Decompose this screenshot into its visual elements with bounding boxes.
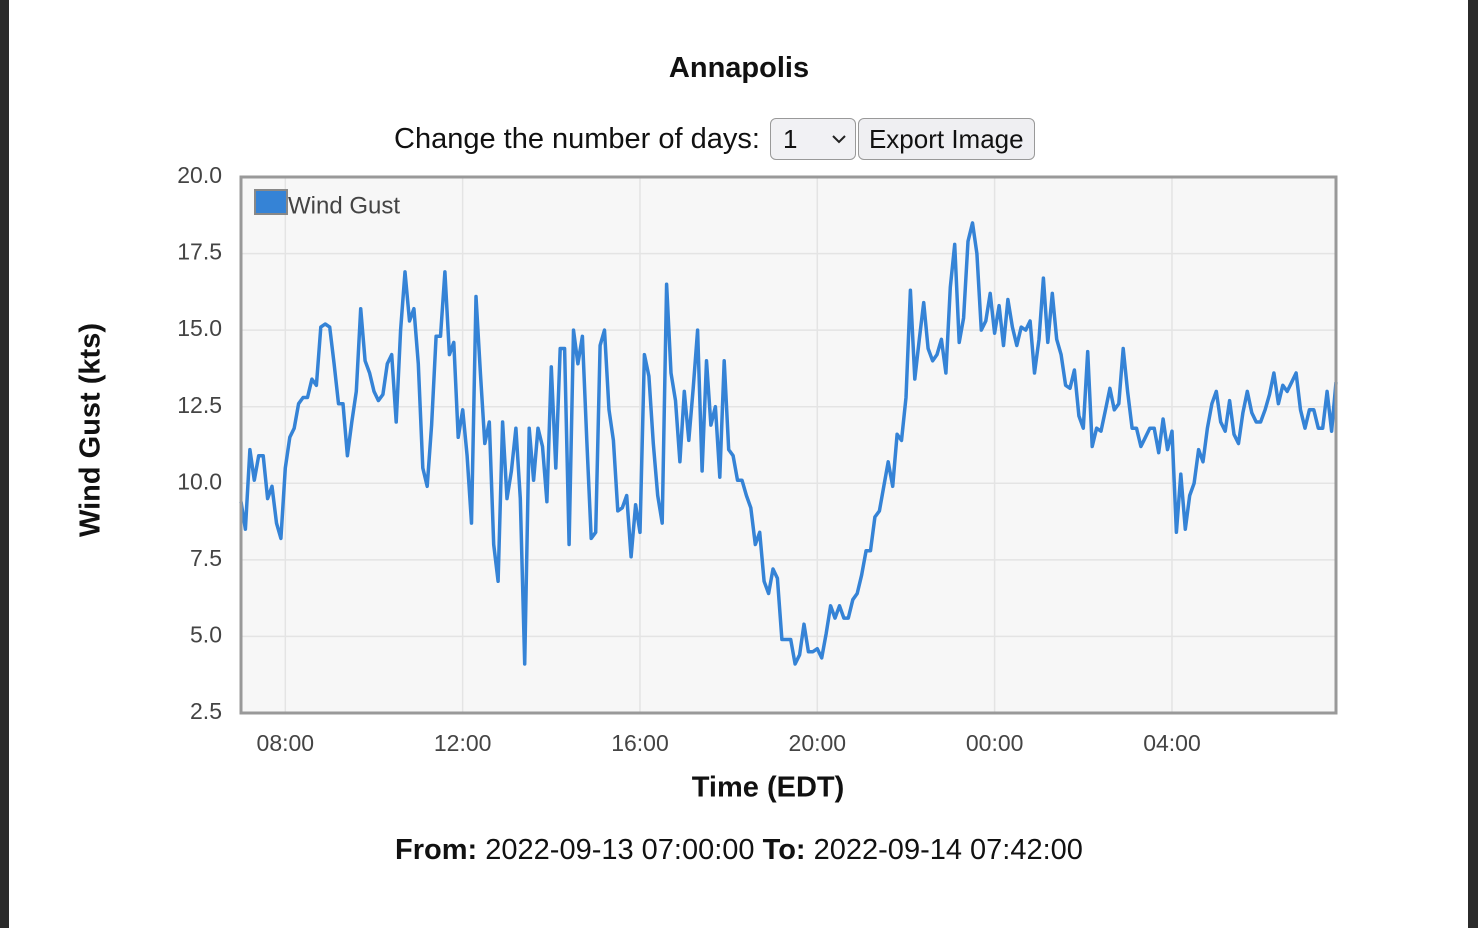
- y-tick-label: 15.0: [177, 315, 222, 341]
- y-axis-title: Wind Gust (kts): [75, 323, 107, 537]
- y-tick-label: 7.5: [190, 545, 222, 571]
- to-label: To:: [762, 834, 806, 866]
- x-axis-title: Time (EDT): [692, 772, 845, 804]
- marks: [239, 221, 1338, 666]
- export-label: Export Image: [868, 123, 1024, 154]
- days-value: 1: [782, 123, 798, 154]
- dropdown-arrow: [832, 135, 846, 144]
- from-value: 2022-09-13 07:00:00: [485, 834, 755, 866]
- to-value: 2022-09-14 07:42:00: [813, 834, 1083, 866]
- days-select[interactable]: 1: [769, 118, 856, 160]
- x-tick-label: 20:00: [789, 730, 847, 756]
- plot-border: [239, 175, 1338, 715]
- y-tick-label: 2.5: [190, 698, 222, 724]
- labels: Time (EDT) Wind Gust (kts) 2.5 5.0 7.5 10.0…: [75, 162, 1201, 804]
- series-line: [239, 221, 1338, 666]
- x-tick-label: 16:00: [611, 730, 669, 756]
- legend-label: Wind Gust: [288, 192, 400, 219]
- y-tick-label: 12.5: [177, 392, 222, 418]
- page-title: Annapolis: [668, 52, 810, 84]
- legend-swatch: [254, 189, 288, 215]
- y-tick-label: 5.0: [190, 622, 222, 648]
- controls: Change the number of days: 1 Export Imag…: [394, 117, 1035, 161]
- y-tick-label: 20.0: [177, 162, 222, 188]
- days-label: Change the number of days:: [394, 122, 760, 155]
- footer: From: 2022-09-13 07:00:00 To: 2022-09-14…: [0, 834, 1478, 867]
- y-tick-label: 17.5: [177, 239, 222, 265]
- x-tick-label: 00:00: [966, 730, 1024, 756]
- from-label: From:: [395, 834, 478, 866]
- x-tick-label: 04:00: [1143, 730, 1201, 756]
- export-button[interactable]: Export Image: [857, 118, 1035, 160]
- x-tick-label: 08:00: [257, 730, 315, 756]
- y-tick-label: 10.0: [177, 468, 222, 494]
- x-tick-label: 12:00: [434, 730, 492, 756]
